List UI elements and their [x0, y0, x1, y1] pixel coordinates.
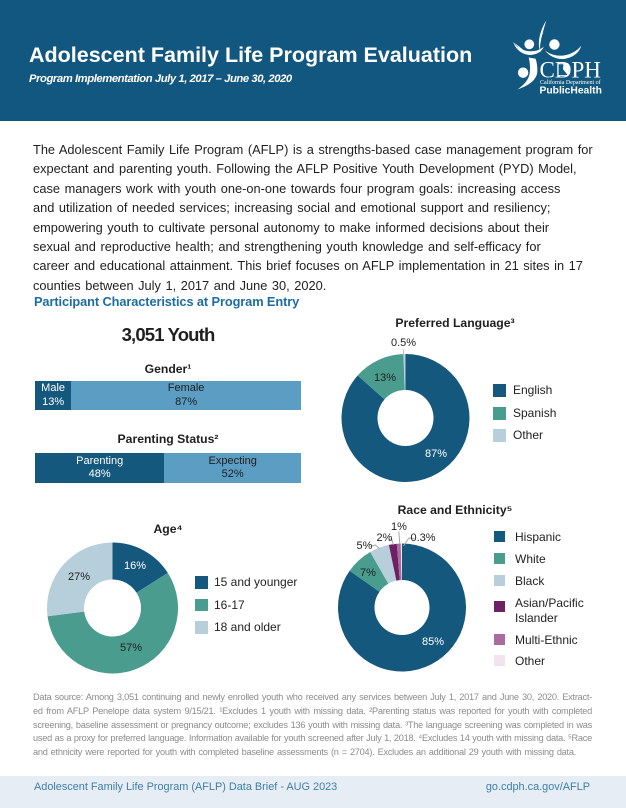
svg-text:California Department of: California Department of [540, 79, 601, 86]
svg-text:PublicHealth: PublicHealth [540, 86, 602, 97]
svg-text:CDPH: CDPH [540, 58, 601, 83]
